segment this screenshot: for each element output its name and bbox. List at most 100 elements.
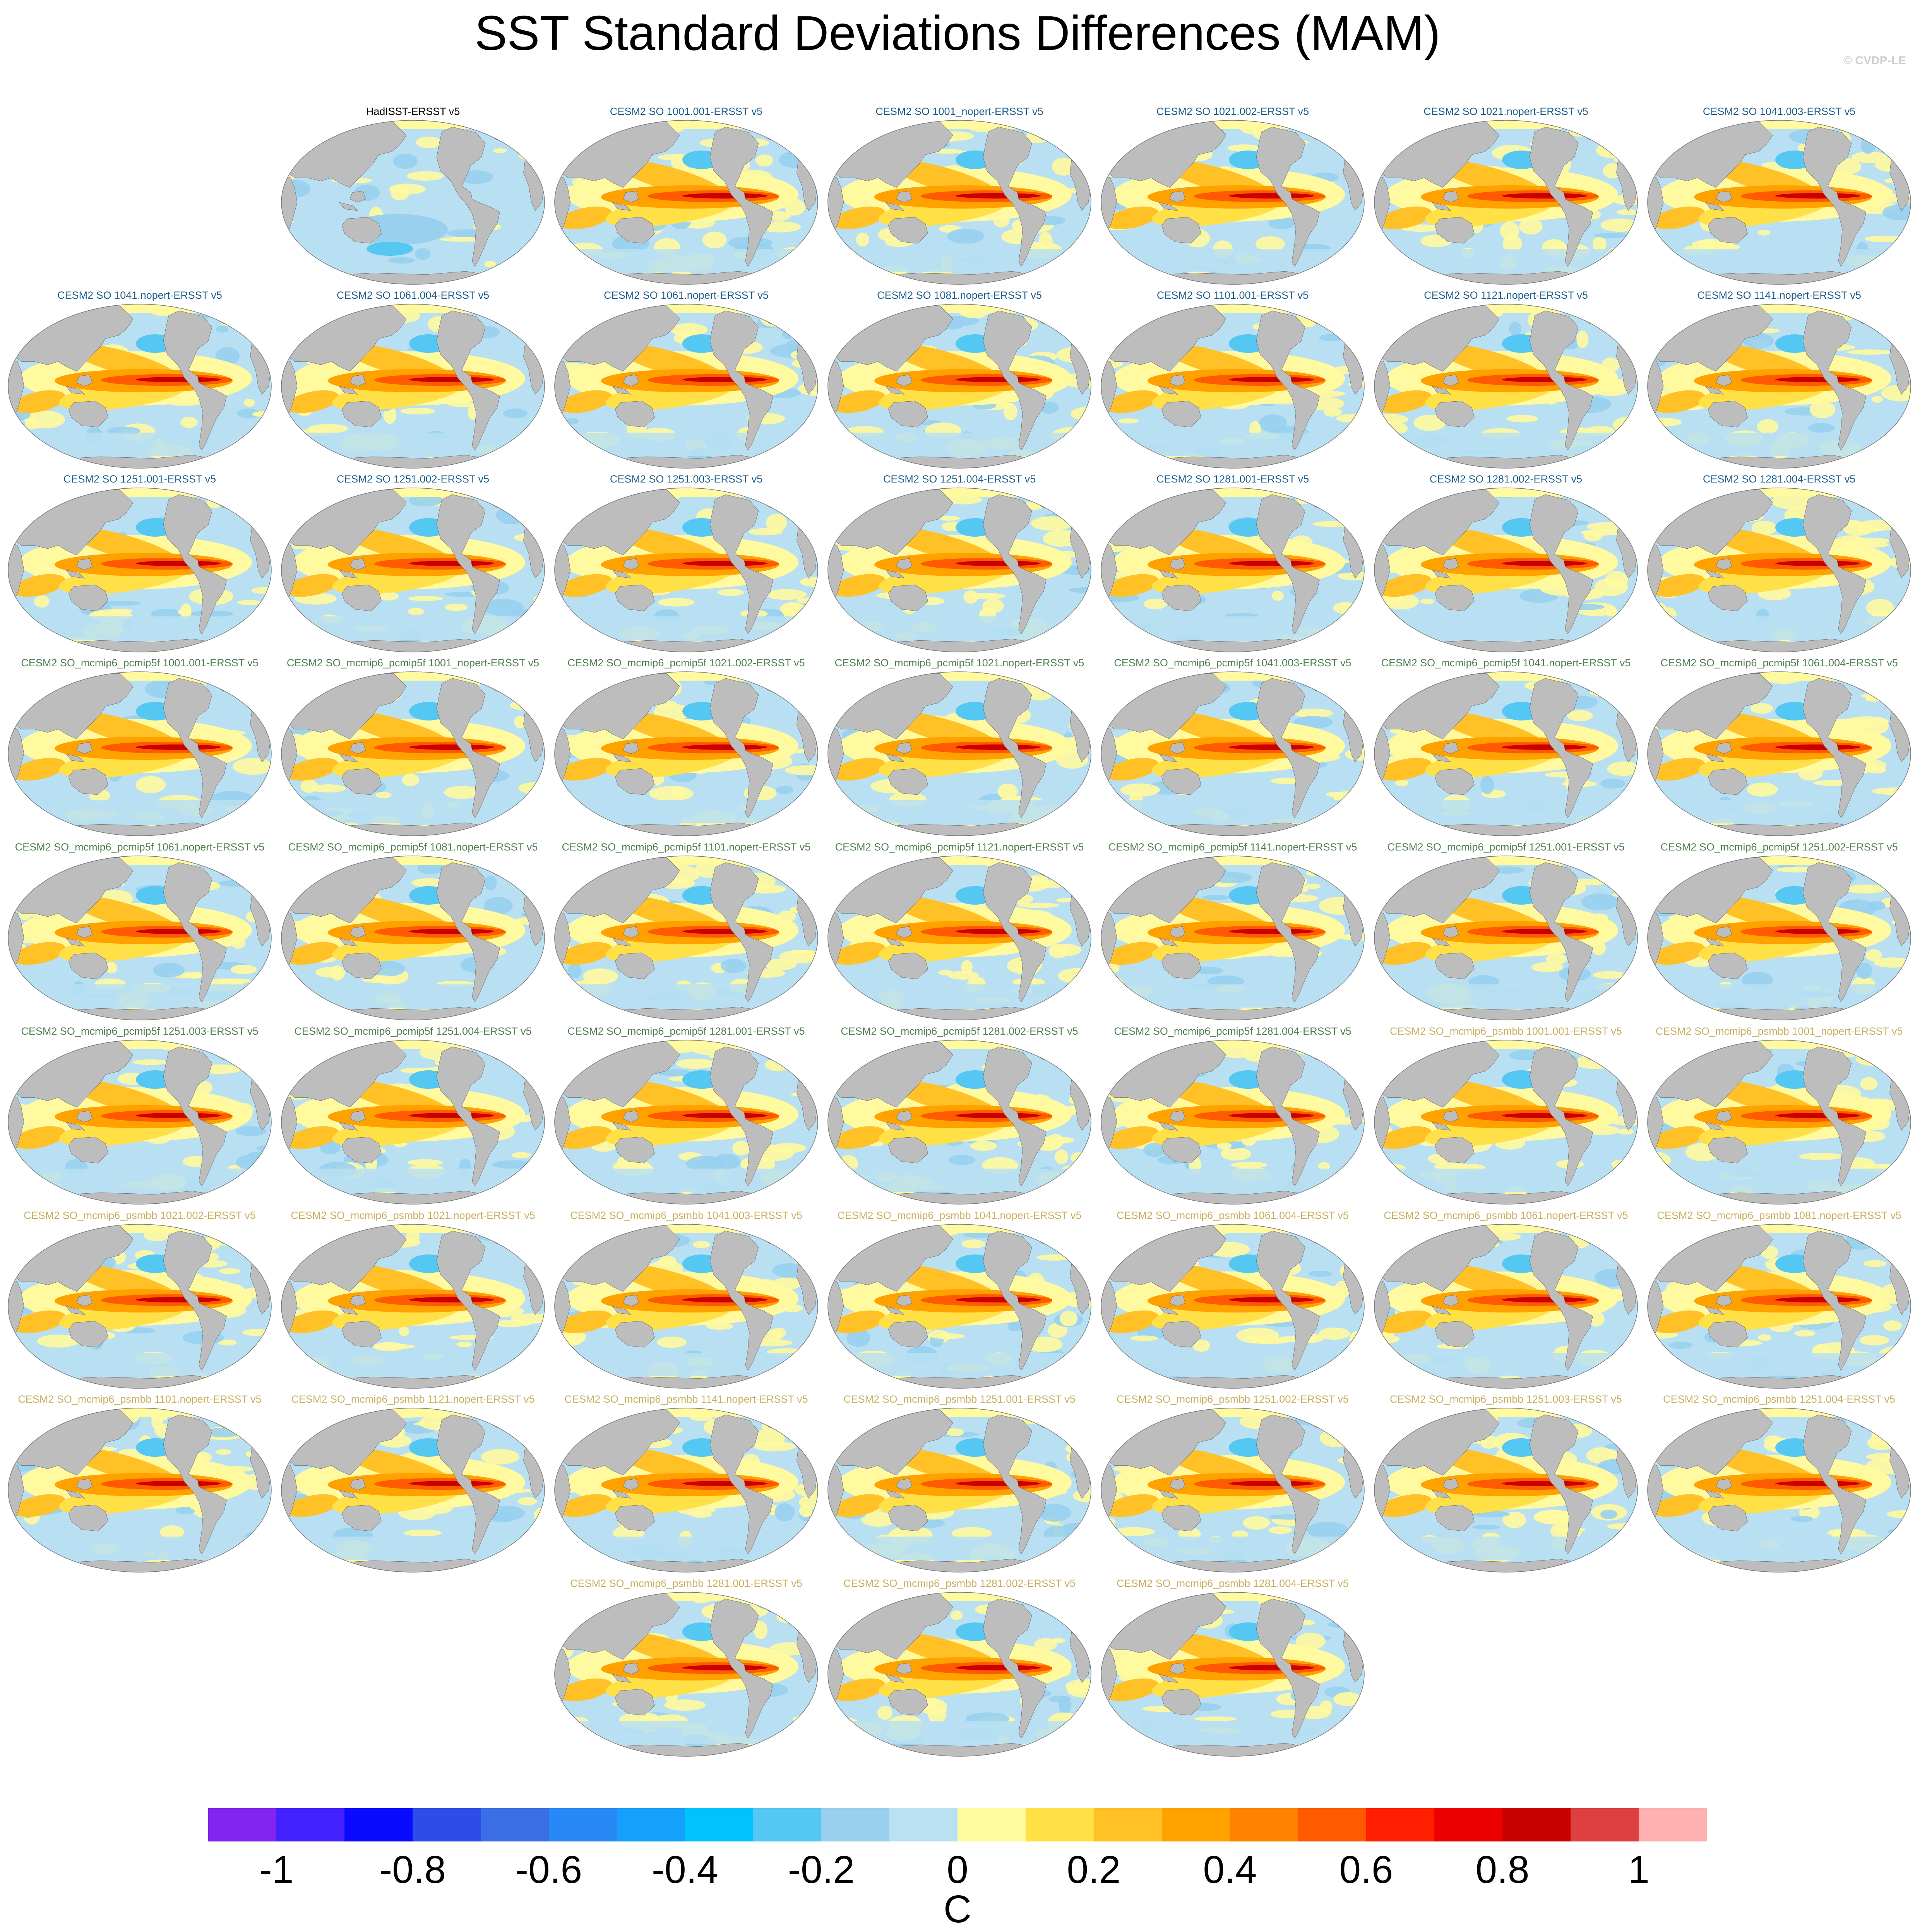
anomaly-patch <box>151 1415 168 1421</box>
anomaly-patch <box>512 1152 531 1159</box>
map-border <box>281 856 545 1020</box>
land-mass <box>436 127 500 267</box>
panel-title: CESM2 SO 1281.004-ERSST v5 <box>1703 473 1856 485</box>
enso-tongue-core <box>1775 744 1860 750</box>
indian-ocean-anomaly <box>286 1310 339 1333</box>
indian-ocean-anomaly <box>559 206 612 229</box>
land-mass <box>1161 584 1201 611</box>
land-mass <box>885 1674 905 1683</box>
map-panel: CESM2 SO_mcmip6_psmbb 1251.002-ERSST v5 <box>1096 1391 1369 1573</box>
map-plot <box>1374 1408 1638 1573</box>
anomaly-patch <box>180 416 198 428</box>
map-plot <box>1374 120 1638 285</box>
anomaly-patch <box>132 1059 168 1065</box>
indian-ocean-anomaly <box>832 1678 886 1701</box>
enso-tongue-core <box>682 1297 767 1302</box>
map-plot <box>1101 856 1365 1020</box>
anomaly-patch <box>1232 1530 1249 1538</box>
colorbar-segment <box>753 1808 822 1841</box>
colorbar-tick-label: 0.8 <box>1475 1848 1529 1891</box>
map-border <box>554 120 818 285</box>
anomaly-patch <box>1420 599 1435 604</box>
anomaly-patch <box>232 758 271 775</box>
map-border <box>1374 120 1638 285</box>
anomaly-patch <box>37 1335 80 1348</box>
land-mass <box>1716 1294 1732 1307</box>
anomaly-patch <box>1052 157 1076 176</box>
map-border <box>1647 1040 1911 1205</box>
map-plot <box>1101 671 1365 836</box>
panel-title: CESM2 SO 1021.nopert-ERSST v5 <box>1423 106 1588 117</box>
map-plot <box>281 1040 545 1205</box>
land-mass <box>1169 1110 1186 1123</box>
anomaly-patch <box>445 604 468 611</box>
anomaly-patch <box>946 1428 964 1436</box>
anomaly-patch <box>1480 776 1494 794</box>
land-mass <box>896 190 913 203</box>
land-mass <box>1158 1490 1178 1499</box>
panel-title: CESM2 SO 1251.001-ERSST v5 <box>63 473 216 485</box>
land-mass <box>1158 753 1178 762</box>
map-border <box>1101 304 1365 469</box>
anomaly-patch <box>861 1512 896 1527</box>
land-mass <box>76 742 93 754</box>
land-mass <box>163 1414 227 1555</box>
enso-tongue-core <box>1229 1665 1314 1670</box>
land-mass <box>615 1321 655 1348</box>
panel-title: CESM2 SO_mcmip6_pcmip5f 1001.001-ERSST v… <box>21 657 259 669</box>
anomaly-patch <box>1867 901 1886 910</box>
enso-tongue-core <box>1502 561 1587 566</box>
map-plot <box>827 1040 1091 1205</box>
anomaly-patch <box>416 137 442 149</box>
land-mass <box>349 926 366 938</box>
enso-tongue-core <box>1775 929 1860 934</box>
map-plot <box>8 1408 272 1573</box>
land-mass <box>1716 1478 1732 1490</box>
enso-tongue-core <box>1229 1113 1314 1118</box>
enso-tongue-core <box>682 1113 767 1118</box>
colorbar-tick-label: 1 <box>1628 1848 1650 1891</box>
map-plot <box>8 1224 272 1389</box>
map-border <box>827 488 1091 652</box>
map-plot <box>1101 488 1365 652</box>
land-mass <box>1256 494 1320 635</box>
land-mass <box>1802 1230 1866 1371</box>
land-mass <box>339 386 358 395</box>
land-mass <box>709 862 773 1003</box>
panel-title: CESM2 SO_mcmip6_psmbb 1251.004-ERSST v5 <box>1663 1393 1895 1405</box>
land-mass <box>1161 768 1201 795</box>
anomaly-patch <box>1294 708 1333 718</box>
land-mass <box>1442 558 1459 570</box>
panel-title: CESM2 SO_mcmip6_psmbb 1281.004-ERSST v5 <box>1117 1578 1349 1589</box>
anomaly-patch <box>1038 232 1053 250</box>
land-mass <box>349 374 366 387</box>
anomaly-patch <box>216 1449 231 1455</box>
land-mass <box>68 1504 108 1532</box>
anomaly-patch <box>514 715 526 729</box>
land-mass <box>1434 584 1475 611</box>
anomaly-patch <box>388 257 415 264</box>
land-mass <box>1716 374 1732 387</box>
panel-grid: HadISST-ERSST v5 CESM2 SO 1001.001-ERSST … <box>8 106 1911 1757</box>
anomaly-patch <box>402 773 419 787</box>
anomaly-patch <box>187 972 202 979</box>
anomaly-patch <box>159 1525 185 1539</box>
enso-tongue-core <box>1502 1113 1587 1118</box>
anomaly-patch <box>235 1126 266 1136</box>
enso-tongue-core <box>956 744 1041 750</box>
map-border <box>1101 488 1365 652</box>
land-mass <box>68 584 108 611</box>
map-plot <box>1647 1040 1911 1205</box>
anomaly-patch <box>1810 401 1836 418</box>
map-plot <box>554 488 818 652</box>
land-mass <box>341 1504 382 1532</box>
land-mass <box>1161 400 1201 428</box>
land-mass <box>1802 494 1866 635</box>
colorbar-segment <box>617 1808 685 1841</box>
enso-tongue-core <box>956 561 1041 566</box>
map-plot <box>1101 1040 1365 1205</box>
indian-ocean-anomaly <box>832 758 886 781</box>
colorbar-segment <box>1094 1808 1162 1841</box>
land-mass <box>623 742 639 754</box>
colorbar-segment <box>1298 1808 1367 1841</box>
